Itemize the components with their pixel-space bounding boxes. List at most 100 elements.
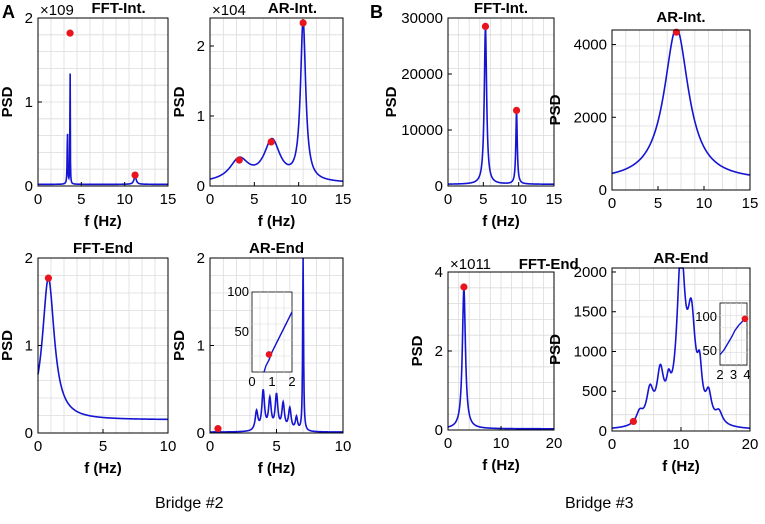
series-line [209, 19, 344, 183]
x-axis-label: f (Hz) [482, 213, 520, 230]
chart-3: 0 5 10 15 0 10000 20000 30000 FFT-Int. f (Hz) PSD [383, 0, 562, 230]
y-tick-label: 2000 [574, 264, 607, 281]
x-tick-label: 5 [99, 438, 107, 455]
series-line [209, 257, 343, 433]
inset-chart: 2 3 4 50 100 [695, 302, 751, 382]
y-axis-label: PSD [0, 86, 16, 117]
x-tick-label: 5 [479, 191, 487, 208]
y-tick-label: 2 [197, 250, 205, 267]
x-tick-label: 0 [444, 435, 452, 452]
x-axis-label: f (Hz) [84, 460, 122, 477]
chart-7: 0 10 20 0 2 4 FFT-End ×1011 f (Hz) PSD [409, 256, 579, 474]
x-axis-label: f (Hz) [84, 213, 122, 230]
series-line [447, 27, 554, 186]
chart-title: FFT-Int. [474, 0, 528, 17]
y-axis-label: PSD [0, 330, 16, 361]
x-axis-label: f (Hz) [258, 213, 296, 230]
chart-4: 0 5 10 15 0 2000 4000 AR-Int. PSD [547, 9, 758, 212]
x-axis-label: f (Hz) [662, 458, 700, 475]
chart-title: FFT-End [73, 240, 133, 257]
y-tick-label: 1 [197, 338, 205, 355]
x-tick-label: 20 [742, 436, 759, 453]
chart-title: AR-Int. [268, 0, 317, 17]
x-tick-label: 0 [34, 191, 42, 208]
x-tick-label: 10 [335, 438, 352, 455]
y-tick-label: 0 [197, 425, 205, 442]
y-axis-label: PSD [409, 335, 426, 366]
y-tick-label: 0 [197, 178, 205, 195]
y-tick-label: 0 [435, 178, 443, 195]
y-tick-label: 2 [25, 250, 33, 267]
axes-box [447, 17, 555, 187]
x-tick-label: 10 [160, 438, 177, 455]
x-tick-label: 5 [77, 191, 85, 208]
y-axis-label: PSD [547, 94, 564, 125]
peak-marker [512, 106, 521, 114]
y-tick-label: 0 [599, 423, 607, 440]
inset-peak-marker [741, 315, 749, 323]
exponent-label: ×1011 [450, 256, 491, 273]
y-tick-label: 1 [25, 94, 33, 111]
x-tick-label: 0 [206, 438, 214, 455]
inset-x-tick-label: 2 [288, 374, 295, 389]
y-tick-label: 2 [435, 343, 443, 360]
inset-x-tick-label: 3 [730, 367, 737, 382]
x-tick-label: 15 [546, 191, 563, 208]
y-tick-label: 0 [599, 182, 607, 199]
chart-2: 0 5 10 15 0 1 2 AR-Int. ×104 f (Hz) PSD [171, 0, 351, 230]
inset-peak-marker [265, 351, 273, 358]
caption-bridge-2: Bridge #2 [155, 495, 224, 512]
y-tick-label: 20000 [401, 66, 443, 83]
exponent-label: ×109 [40, 2, 74, 19]
y-axis-label: PSD [547, 334, 564, 365]
y-tick-label: 4000 [574, 37, 607, 54]
axes-box [209, 17, 344, 187]
x-tick-label: 10 [673, 436, 690, 453]
inset-series-line [263, 311, 293, 373]
y-tick-label: 2 [197, 38, 205, 55]
y-axis-label: PSD [171, 330, 188, 361]
chart-title: AR-End [654, 250, 709, 267]
y-tick-label: 4 [435, 264, 443, 281]
peak-marker [267, 138, 275, 146]
x-tick-label: 5 [250, 191, 258, 208]
x-tick-label: 0 [206, 191, 214, 208]
series-line [38, 73, 168, 186]
y-tick-label: 0 [435, 422, 443, 439]
inset-x-tick-label: 0 [248, 374, 255, 389]
x-tick-label: 0 [444, 191, 452, 208]
inset-x-tick-label: 4 [743, 367, 750, 382]
inset-y-tick-label: 100 [695, 309, 717, 324]
inset-y-tick-label: 100 [227, 284, 249, 299]
peak-marker [44, 274, 53, 282]
x-tick-label: 10 [510, 191, 527, 208]
inset-box [251, 291, 293, 373]
series-line [37, 277, 168, 421]
x-tick-label: 10 [116, 191, 133, 208]
x-tick-label: 0 [34, 438, 42, 455]
series-line [611, 29, 751, 176]
y-axis-label: PSD [383, 86, 400, 117]
chart-title: FFT-Int. [92, 0, 146, 17]
x-tick-label: 15 [742, 195, 759, 212]
x-tick-label: 5 [272, 438, 280, 455]
chart-1: 0 5 10 15 0 1 2 FFT-Int. ×109 f (Hz) PSD [0, 0, 176, 230]
x-axis-label: f (Hz) [258, 460, 296, 477]
x-tick-label: 5 [654, 195, 662, 212]
inset-y-tick-label: 50 [703, 343, 717, 358]
x-tick-label: 0 [608, 195, 616, 212]
y-tick-label: 1500 [574, 304, 607, 321]
y-tick-label: 1 [25, 338, 33, 355]
peak-marker [460, 283, 468, 291]
exponent-label: ×104 [212, 2, 246, 19]
peak-marker [481, 22, 490, 30]
peak-marker [299, 19, 307, 27]
chart-title: FFT-End [519, 256, 579, 273]
x-tick-label: 15 [335, 191, 352, 208]
chart-8: 0 10 20 0 500 1000 1500 2000 AR-End f (Hz) PSD 2 3 4 5… [547, 250, 758, 475]
inset-x-tick-label: 2 [716, 367, 723, 382]
y-tick-label: 0 [25, 178, 33, 195]
y-tick-label: 2000 [574, 109, 607, 126]
